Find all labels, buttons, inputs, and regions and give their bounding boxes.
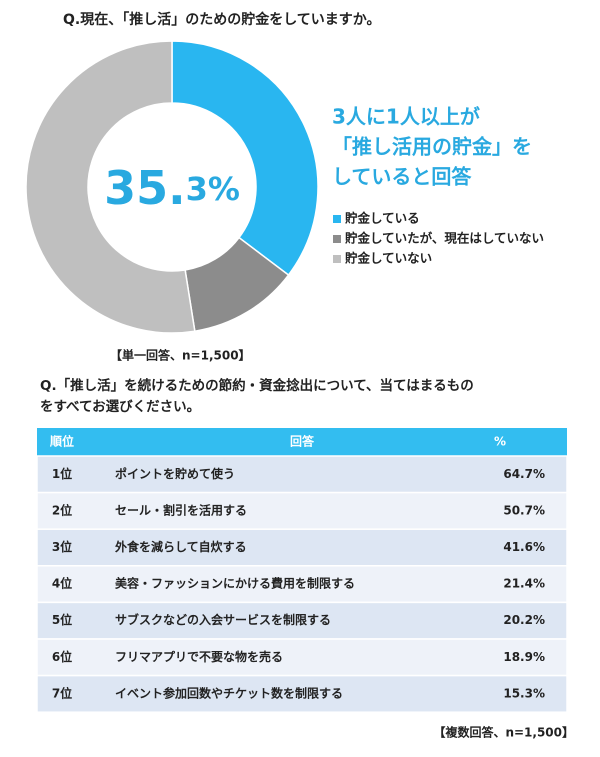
table-cell: 3位	[52, 539, 72, 554]
annotation: 「推し活用の貯金」を	[332, 135, 532, 159]
table-title: をすべてお選びください。	[40, 399, 200, 415]
table-cell: 2位	[52, 502, 72, 517]
table-cell: 6位	[52, 649, 72, 664]
value-label: 35.3%	[104, 161, 240, 215]
table-cell: 美容・ファッションにかける費用を制限する	[115, 576, 355, 591]
table-cell: 7位	[52, 685, 72, 700]
table-row	[36, 565, 568, 604]
table-cell: 1位	[52, 466, 72, 481]
table-cell: イベント参加回数やチケット数を制限する	[115, 685, 343, 700]
donut-slice	[25, 40, 196, 334]
table-title: Q.「推し活」を続けるための節約・資金捻出について、当てはまるもの	[40, 377, 474, 394]
table-cell: フリマアプリで不要な物を売る	[115, 649, 283, 664]
table-cell: 外食を減らして自炊する	[115, 539, 247, 554]
table-cell: セール・割引を活用する	[115, 502, 247, 517]
table-header-cell: %	[494, 435, 506, 449]
table-cell: サブスクなどの入会サービスを制限する	[115, 612, 331, 627]
legend-swatch	[333, 215, 341, 223]
donut-slice	[171, 40, 319, 277]
chart-note: 【単一回答、n=1,500】	[110, 348, 251, 363]
table-cell: 15.3%	[503, 686, 545, 700]
value-label-part: 3%	[186, 170, 240, 208]
legend-label: 貯金していたが、現在はしていない	[345, 231, 544, 246]
legend-label: 貯金していない	[345, 251, 432, 266]
table-row	[36, 674, 568, 713]
table-cell: 21.4%	[503, 577, 545, 591]
table-cell: 4位	[52, 576, 72, 591]
annotation: していると回答	[332, 165, 472, 189]
table-header-cell: 順位	[49, 434, 74, 449]
table-cell: 41.6%	[503, 540, 545, 554]
table-cell: 20.2%	[503, 613, 545, 627]
annotation: 3人に1人以上が	[332, 105, 480, 129]
table-note: 【複数回答、n=1,500】	[433, 725, 574, 740]
table-cell: 5位	[52, 612, 72, 627]
table-header-cell: 回答	[290, 434, 315, 449]
legend-label: 貯金している	[345, 211, 420, 226]
chart-title: Q.現在、「推し活」のための貯金をしていますか。	[63, 11, 381, 28]
table-header	[37, 428, 567, 456]
table-row	[36, 601, 568, 640]
table-cell: 50.7%	[503, 503, 545, 517]
table-row	[36, 638, 568, 677]
legend-swatch	[333, 255, 341, 263]
table-cell: 64.7%	[503, 467, 545, 481]
value-label-part: 35.	[104, 161, 186, 215]
table-cell: ポイントを貯めて使う	[115, 466, 235, 481]
table-cell: 18.9%	[503, 650, 545, 664]
legend-swatch	[333, 235, 341, 243]
